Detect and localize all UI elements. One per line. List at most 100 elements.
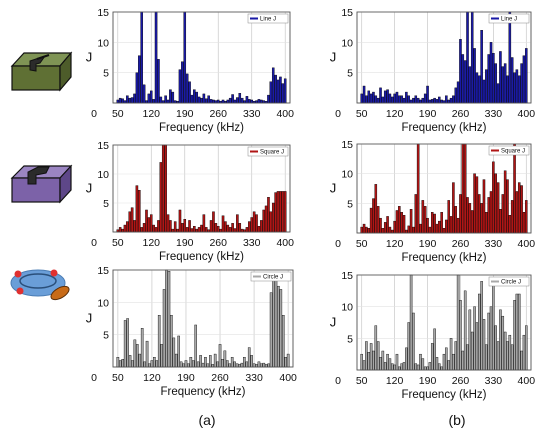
bar <box>400 95 403 104</box>
bar <box>379 357 382 371</box>
bar <box>419 353 422 371</box>
bar <box>398 366 401 371</box>
x-axis-label: Frequency (kHz) <box>402 389 487 401</box>
x-tick-label: 330 <box>485 108 503 120</box>
bar <box>123 224 127 233</box>
axis-frame <box>356 274 532 371</box>
bar <box>376 206 380 234</box>
x-tick-label: 330 <box>485 375 503 387</box>
x-tick-label: 260 <box>209 108 227 120</box>
legend-label: Square J <box>260 150 284 156</box>
y-tick-label: 0 <box>91 372 97 384</box>
bar <box>255 214 258 233</box>
bar <box>381 96 385 104</box>
bar <box>121 228 124 233</box>
bar <box>492 53 495 104</box>
x-axis-label: Frequency (kHz) <box>161 386 246 398</box>
y-tick-label: 10 <box>97 297 109 309</box>
axis-frame <box>356 11 532 104</box>
legend-label: Square J <box>501 149 525 155</box>
bar <box>447 360 450 371</box>
bar <box>452 182 455 234</box>
bar <box>496 83 500 104</box>
legend: Circle J <box>250 271 292 282</box>
bar <box>184 360 188 368</box>
bar <box>386 216 389 234</box>
bar <box>513 300 516 371</box>
bar <box>525 200 528 234</box>
bar <box>515 293 519 371</box>
y-tick-label: 5 <box>103 330 109 342</box>
bar <box>195 228 198 233</box>
x-tick-label: 330 <box>243 108 261 120</box>
bar <box>183 219 187 233</box>
y-tick-label: 15 <box>341 7 353 19</box>
bar <box>402 97 406 104</box>
bar <box>386 89 389 104</box>
y-tick-label: 10 <box>341 37 353 49</box>
bar <box>393 220 396 234</box>
bar <box>181 61 184 104</box>
bar <box>147 217 151 233</box>
bar <box>209 220 213 233</box>
bar <box>440 212 443 234</box>
bar <box>200 97 203 104</box>
bar <box>489 191 493 234</box>
bar <box>463 290 467 371</box>
bar <box>489 42 493 104</box>
legend-box <box>250 271 292 282</box>
bar <box>133 339 137 368</box>
bar <box>461 350 465 371</box>
bar <box>159 96 163 104</box>
axis-frame <box>112 11 291 104</box>
bar <box>189 357 193 368</box>
y-tick-label: 15 <box>97 265 109 277</box>
bar <box>126 221 129 233</box>
bar <box>169 220 172 233</box>
bar <box>274 277 278 368</box>
bar <box>470 210 474 234</box>
bar <box>362 223 366 234</box>
bar <box>414 194 418 234</box>
bar <box>456 217 460 234</box>
x-tick-label: 330 <box>245 372 263 384</box>
bar <box>267 196 270 233</box>
bar <box>145 209 148 233</box>
x-tick-label: 120 <box>143 108 161 120</box>
bar <box>454 206 458 234</box>
bar <box>416 143 420 234</box>
bar <box>499 309 502 371</box>
bar <box>269 211 273 233</box>
bar <box>212 99 215 104</box>
bar <box>205 98 208 104</box>
bar <box>269 81 273 104</box>
bar <box>267 94 270 104</box>
bar <box>522 334 526 371</box>
bar <box>423 93 427 104</box>
bar <box>116 99 120 104</box>
bar <box>228 97 232 104</box>
bar <box>245 227 249 233</box>
chart-panel: 5 10 15 0 50 120 190 260 330 400 J Frequency (kHz) C… <box>330 270 535 401</box>
bar <box>391 96 394 104</box>
bar <box>173 221 177 233</box>
bar <box>171 228 175 233</box>
bar <box>126 318 129 368</box>
bar <box>445 219 448 234</box>
bar <box>473 48 476 104</box>
bar <box>166 214 170 233</box>
plot-area <box>112 269 294 368</box>
bar <box>116 357 120 368</box>
panel-label-b: (b) <box>448 412 465 428</box>
bar <box>271 202 275 233</box>
bar <box>463 143 467 234</box>
bar <box>423 366 427 371</box>
bar <box>164 144 167 233</box>
legend-label: Line J <box>260 17 276 23</box>
bar <box>157 220 160 233</box>
bar <box>284 357 287 368</box>
bar <box>445 95 448 104</box>
bar <box>279 76 282 104</box>
bar <box>480 203 483 234</box>
bar <box>147 93 151 104</box>
